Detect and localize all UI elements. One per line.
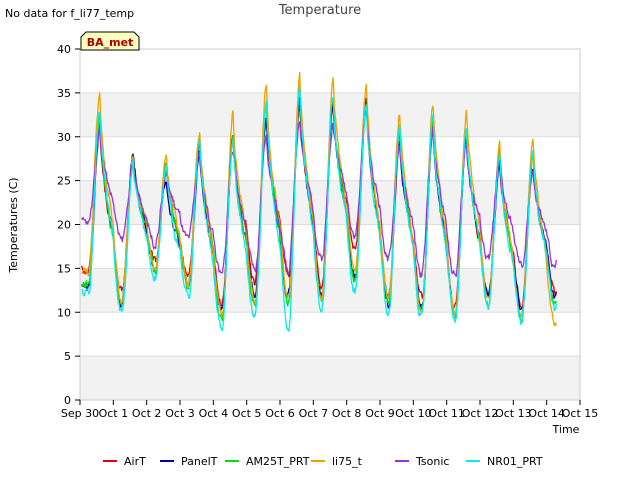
- series-layer: [81, 71, 557, 332]
- y-tick-label: 25: [57, 175, 71, 188]
- x-tick-label: Oct 5: [232, 407, 262, 420]
- y-tick-label: 20: [57, 219, 71, 232]
- legend-label: NR01_PRT: [487, 455, 543, 468]
- x-tick-label: Oct 6: [265, 407, 295, 420]
- plot-band: [80, 49, 580, 93]
- x-tick-label: Oct 9: [365, 407, 395, 420]
- y-axis: 0 5 10 15 20 25 30 35 40: [57, 43, 80, 407]
- y-tick-label: 35: [57, 87, 71, 100]
- x-tick-label: Oct 11: [428, 407, 465, 420]
- y-tick-label: 0: [64, 394, 71, 407]
- y-axis-label: Temperatures (C): [7, 177, 20, 273]
- y-tick-label: 5: [64, 350, 71, 363]
- plot-band: [80, 356, 580, 400]
- plot-band: [80, 312, 580, 357]
- y-tick-label: 10: [57, 306, 71, 319]
- legend-label: PanelT: [181, 455, 218, 468]
- chart-title: Temperature: [278, 3, 361, 18]
- site-badge: BA_met: [80, 31, 140, 51]
- plot-band: [80, 268, 580, 313]
- x-tick-label: Oct 8: [332, 407, 362, 420]
- x-tick-label: Oct 13: [495, 407, 532, 420]
- series-line-nr01-prt: [81, 86, 557, 332]
- legend-label: AirT: [124, 455, 146, 468]
- x-tick-label: Oct 15: [562, 407, 599, 420]
- x-tick-label: Oct 2: [132, 407, 162, 420]
- legend: AirT PanelT AM25T_PRT li75_t Tsonic NR01_PRT: [103, 455, 543, 468]
- no-data-note: No data for f_li77_temp: [5, 7, 135, 20]
- x-tick-label: Sep 30: [61, 407, 99, 420]
- badge-label: BA_met: [87, 36, 134, 49]
- badge-shape: [80, 31, 140, 51]
- series-line-tsonic: [81, 107, 557, 278]
- y-tick-label: 15: [57, 262, 71, 275]
- plot-band: [80, 224, 580, 269]
- x-tick-label: Oct 10: [395, 407, 432, 420]
- x-tick-label: Oct 14: [528, 407, 565, 420]
- x-tick-label: Oct 12: [462, 407, 499, 420]
- x-tick-label: Oct 7: [299, 407, 329, 420]
- legend-label: AM25T_PRT: [246, 455, 310, 468]
- x-axis-label: Time: [552, 423, 580, 436]
- x-axis: Sep 30 Oct 1 Oct 2 Oct 3 Oct 4 Oct 5 Oct 6 Oct …: [61, 400, 598, 420]
- y-tick-label: 40: [57, 43, 71, 56]
- legend-label: Tsonic: [415, 455, 449, 468]
- x-tick-label: Oct 4: [199, 407, 229, 420]
- x-tick-label: Oct 3: [165, 407, 195, 420]
- x-tick-label: Oct 1: [99, 407, 129, 420]
- y-tick-label: 30: [57, 131, 71, 144]
- legend-label: li75_t: [332, 455, 363, 468]
